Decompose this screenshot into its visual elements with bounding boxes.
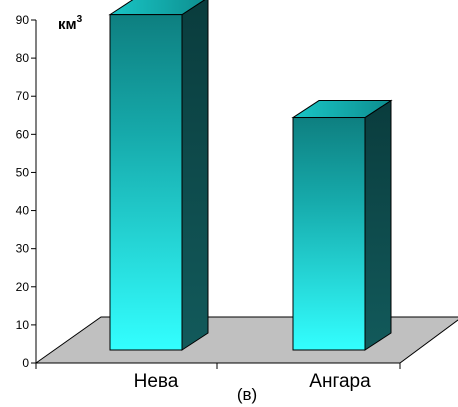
y-tick-label: 20 (16, 280, 30, 294)
bar-side-face (181, 0, 209, 351)
x-axis-categories: Нева Ангара (134, 371, 371, 392)
y-tick-label: 10 (16, 318, 30, 332)
x-category-label: Ангара (309, 371, 371, 392)
bar-neva (109, 14, 183, 351)
y-tick-label: 50 (16, 165, 30, 179)
y-tick-label: 40 (16, 204, 30, 218)
bar-angara (292, 117, 366, 351)
unit-text: км (58, 16, 77, 33)
y-axis-ticks: 0 10 20 30 40 50 60 70 80 90 (16, 13, 401, 370)
chart-floor (34, 316, 458, 364)
y-tick-label: 0 (22, 356, 29, 370)
y-axis-unit-label: км3 (58, 14, 83, 33)
y-tick-label: 30 (16, 242, 30, 256)
bars-group (108, 0, 393, 351)
y-tick-label: 80 (16, 51, 30, 65)
y-tick-label: 70 (16, 89, 30, 103)
y-tick-label: 60 (16, 127, 30, 141)
bar-side-face (364, 99, 392, 351)
unit-superscript: 3 (77, 14, 83, 25)
chart-caption: (в) (237, 385, 257, 404)
y-tick-label: 90 (16, 13, 30, 27)
x-category-label: Нева (134, 371, 179, 392)
